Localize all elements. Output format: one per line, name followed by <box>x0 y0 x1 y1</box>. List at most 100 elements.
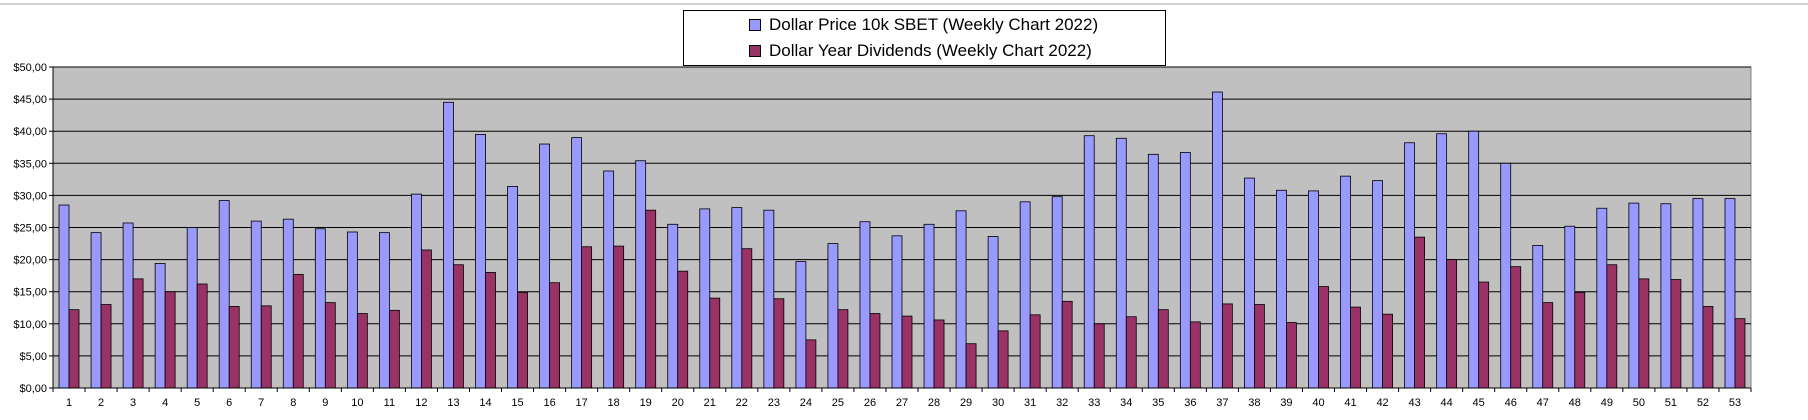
x-tick-label: 53 <box>1729 397 1741 409</box>
price-bar <box>58 204 70 389</box>
price-bar <box>1211 91 1223 389</box>
price-bar <box>378 232 390 389</box>
y-tick-label: $5,00 <box>19 351 47 363</box>
x-tick-label: 24 <box>800 397 812 409</box>
price-bar <box>443 101 454 389</box>
x-tick-label: 52 <box>1697 397 1709 409</box>
x-tick-label: 34 <box>1120 397 1132 409</box>
dividend-swatch <box>749 45 761 57</box>
x-tick-label: 17 <box>575 397 587 409</box>
dividend-bar <box>933 319 945 389</box>
x-tick-label: 44 <box>1441 397 1453 409</box>
y-axis-tick-labels: $0,00 $5,00 $10,00 $15,00 $20,00 $25,00 $30,00… <box>13 62 47 395</box>
dividend-bar <box>292 273 304 389</box>
dividend-bar <box>1414 236 1426 389</box>
x-tick-label: 8 <box>290 397 296 409</box>
x-tick-label: 29 <box>960 397 972 409</box>
dividend-bar <box>1061 300 1073 389</box>
x-tick-label: 47 <box>1537 397 1549 409</box>
legend: Dollar Price 10k SBET (Weekly Chart 2022… <box>683 10 1166 66</box>
dividend-bar <box>549 282 560 389</box>
x-tick-label: 30 <box>992 397 1004 409</box>
x-tick-label: 39 <box>1280 397 1292 409</box>
price-bar <box>186 227 198 389</box>
dividend-bar <box>1093 323 1105 389</box>
x-tick-label: 27 <box>896 397 908 409</box>
y-tick-label: $30,00 <box>13 190 47 202</box>
price-bar <box>346 231 358 389</box>
x-tick-label: 12 <box>415 397 427 409</box>
legend-price-label: Dollar Price 10k SBET (Weekly Chart 2022… <box>769 15 1099 34</box>
dividend-bar <box>805 339 817 389</box>
x-tick-label: 38 <box>1248 397 1260 409</box>
dividend-bar <box>773 298 785 389</box>
price-bar <box>731 207 743 389</box>
price-bar <box>122 222 134 389</box>
y-tick-label: $50,00 <box>13 62 47 74</box>
price-bar <box>827 243 839 389</box>
dividend-bar <box>453 264 464 389</box>
dividend-bar <box>709 297 721 389</box>
price-bar <box>1436 133 1448 389</box>
price-bar <box>250 220 262 389</box>
price-bar <box>1179 151 1191 389</box>
dividend-bar <box>164 291 176 389</box>
price-bar <box>1596 207 1608 389</box>
price-bar <box>699 208 711 389</box>
price-bar <box>1308 190 1319 389</box>
dividend-bar <box>1574 291 1586 389</box>
x-tick-label: 4 <box>162 397 168 409</box>
x-tick-label: 50 <box>1633 397 1645 409</box>
dividend-bar <box>1638 278 1650 389</box>
dividend-bar <box>1029 314 1041 389</box>
legend-dividend-label: Dollar Year Dividends (Weekly Chart 2022… <box>769 41 1092 60</box>
dividend-bar <box>1670 279 1682 389</box>
x-tick-label: 41 <box>1344 397 1356 409</box>
price-bar <box>1340 175 1351 389</box>
price-bar <box>1051 196 1063 389</box>
dividend-bar <box>68 309 80 389</box>
price-bar <box>1276 189 1287 389</box>
dividend-bar <box>388 309 400 389</box>
x-tick-label: 36 <box>1184 397 1196 409</box>
x-tick-label: 37 <box>1216 397 1228 409</box>
y-tick-label: $0,00 <box>19 383 47 395</box>
price-bar <box>475 134 486 389</box>
dividend-bar <box>356 313 368 389</box>
dividend-bar <box>1510 266 1522 389</box>
dividend-bar <box>1542 302 1554 389</box>
price-swatch <box>749 19 761 31</box>
x-tick-label: 42 <box>1376 397 1388 409</box>
x-tick-label: 10 <box>351 397 363 409</box>
price-bar <box>1244 177 1255 389</box>
legend-entry-price: Dollar Price 10k SBET (Weekly Chart 2022… <box>749 14 1098 36</box>
x-tick-label: 45 <box>1473 397 1485 409</box>
dividend-bar <box>837 309 849 389</box>
price-bar <box>411 193 422 389</box>
price-bar <box>859 221 871 389</box>
price-bar <box>1500 162 1512 389</box>
x-tick-label: 48 <box>1569 397 1581 409</box>
legend-entry-dividends: Dollar Year Dividends (Weekly Chart 2022… <box>749 40 1092 62</box>
x-tick-label: 18 <box>608 397 620 409</box>
x-tick-label: 11 <box>384 397 395 409</box>
dividend-bar <box>645 209 657 389</box>
y-tick-label: $40,00 <box>13 126 47 138</box>
dividend-bar <box>1221 303 1233 389</box>
x-tick-label: 19 <box>640 397 652 409</box>
x-tick-label: 15 <box>511 397 523 409</box>
dividend-bar <box>1125 316 1137 389</box>
dividend-bar <box>421 249 432 389</box>
x-tick-label: 43 <box>1408 397 1420 409</box>
dividend-bar <box>132 278 144 389</box>
dividend-bar <box>613 245 625 389</box>
price-bar <box>763 209 775 389</box>
dividend-bar <box>901 315 913 389</box>
price-bar <box>1404 142 1416 389</box>
price-bar <box>955 210 967 389</box>
x-tick-label: 40 <box>1312 397 1324 409</box>
dividend-bar <box>1446 259 1458 389</box>
x-tick-label: 25 <box>832 397 844 409</box>
x-tick-label: 1 <box>66 397 72 409</box>
